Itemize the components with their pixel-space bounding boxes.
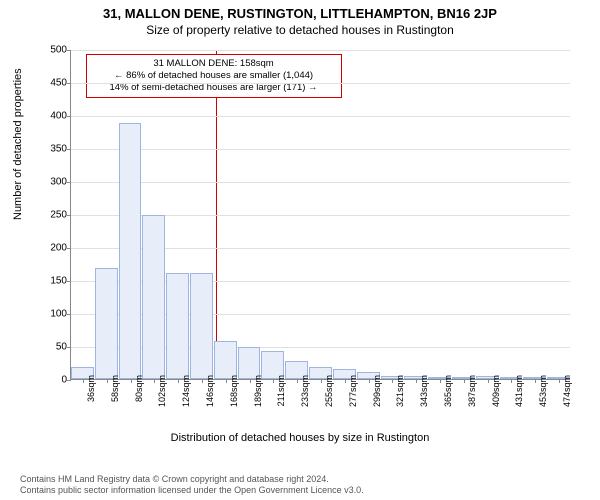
xtick-mark [464, 379, 465, 383]
xtick-label: 431sqm [514, 375, 524, 407]
gridline [71, 50, 570, 51]
xtick-mark [416, 379, 417, 383]
gridline [71, 116, 570, 117]
xtick-label: 387sqm [467, 375, 477, 407]
xtick-label: 80sqm [134, 375, 144, 402]
xtick-mark [131, 379, 132, 383]
xtick-label: 58sqm [110, 375, 120, 402]
xtick-mark [297, 379, 298, 383]
ytick-label: 450 [41, 78, 67, 89]
y-axis-label: Number of detached properties [12, 68, 24, 220]
ytick-mark [67, 215, 71, 216]
annotation-box: 31 MALLON DENE: 158sqm ← 86% of detached… [86, 54, 342, 98]
plot-area: 31 MALLON DENE: 158sqm ← 86% of detached… [70, 50, 570, 380]
xtick-mark [369, 379, 370, 383]
xtick-mark [440, 379, 441, 383]
ytick-mark [67, 83, 71, 84]
annotation-line2: ← 86% of detached houses are smaller (1,… [93, 70, 335, 82]
xtick-label: 36sqm [86, 375, 96, 402]
xtick-mark [273, 379, 274, 383]
xtick-mark [535, 379, 536, 383]
xtick-mark [392, 379, 393, 383]
histogram-bar [95, 268, 118, 379]
ytick-label: 100 [41, 309, 67, 320]
ytick-mark [67, 248, 71, 249]
histogram-bar [214, 341, 237, 379]
xtick-label: 168sqm [229, 375, 239, 407]
xtick-mark [154, 379, 155, 383]
gridline [71, 83, 570, 84]
xtick-label: 124sqm [181, 375, 191, 407]
ytick-mark [67, 347, 71, 348]
ytick-mark [67, 50, 71, 51]
footer-line1: Contains HM Land Registry data © Crown c… [20, 474, 364, 485]
ytick-label: 0 [41, 375, 67, 386]
ytick-label: 250 [41, 210, 67, 221]
xtick-mark [202, 379, 203, 383]
histogram-bar [119, 123, 142, 379]
xtick-mark [345, 379, 346, 383]
xtick-mark [321, 379, 322, 383]
xtick-label: 233sqm [300, 375, 310, 407]
histogram-bar [142, 215, 165, 379]
xtick-mark [107, 379, 108, 383]
ytick-label: 50 [41, 342, 67, 353]
xtick-mark [250, 379, 251, 383]
page-title-address: 31, MALLON DENE, RUSTINGTON, LITTLEHAMPT… [0, 0, 600, 21]
gridline [71, 182, 570, 183]
xtick-mark [488, 379, 489, 383]
xtick-label: 409sqm [491, 375, 501, 407]
histogram-bar [166, 273, 189, 379]
xtick-label: 343sqm [419, 375, 429, 407]
ytick-label: 150 [41, 276, 67, 287]
ytick-mark [67, 314, 71, 315]
footer-attribution: Contains HM Land Registry data © Crown c… [20, 474, 364, 497]
ytick-mark [67, 149, 71, 150]
xtick-label: 474sqm [562, 375, 572, 407]
footer-line2: Contains public sector information licen… [20, 485, 364, 496]
xtick-label: 211sqm [276, 375, 286, 406]
xtick-label: 189sqm [253, 375, 263, 407]
xtick-label: 102sqm [157, 375, 167, 407]
xtick-label: 453sqm [538, 375, 548, 407]
x-axis-label: Distribution of detached houses by size … [20, 432, 580, 444]
histogram-bar [190, 273, 213, 379]
xtick-label: 277sqm [348, 375, 358, 407]
xtick-mark [83, 379, 84, 383]
xtick-label: 321sqm [395, 375, 405, 407]
annotation-line1: 31 MALLON DENE: 158sqm [93, 58, 335, 70]
ytick-label: 500 [41, 45, 67, 56]
ytick-label: 350 [41, 144, 67, 155]
ytick-mark [67, 380, 71, 381]
xtick-label: 299sqm [372, 375, 382, 407]
xtick-mark [226, 379, 227, 383]
xtick-label: 365sqm [443, 375, 453, 407]
xtick-mark [559, 379, 560, 383]
xtick-label: 146sqm [205, 375, 215, 407]
xtick-label: 255sqm [324, 375, 334, 407]
page-subtitle: Size of property relative to detached ho… [0, 21, 600, 37]
xtick-mark [511, 379, 512, 383]
gridline [71, 149, 570, 150]
ytick-mark [67, 281, 71, 282]
xtick-mark [178, 379, 179, 383]
ytick-mark [67, 182, 71, 183]
chart-container: Number of detached properties 31 MALLON … [20, 40, 580, 440]
ytick-label: 400 [41, 111, 67, 122]
ytick-label: 300 [41, 177, 67, 188]
ytick-label: 200 [41, 243, 67, 254]
ytick-mark [67, 116, 71, 117]
